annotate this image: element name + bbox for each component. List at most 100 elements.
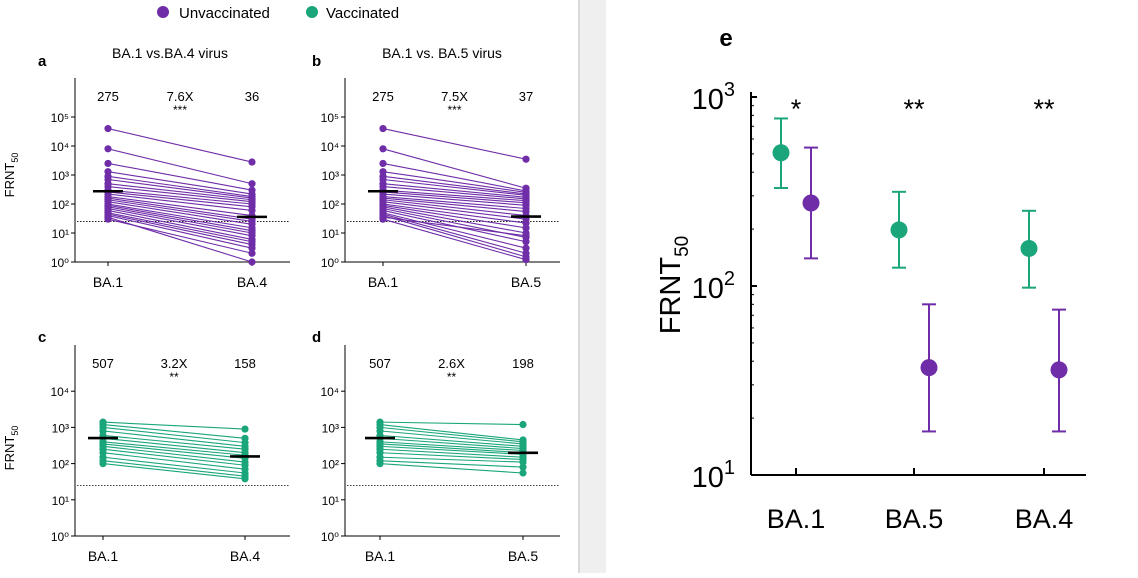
- paired-line: [107, 185, 253, 203]
- data-point: [248, 249, 256, 257]
- paired-line: [107, 178, 253, 199]
- paired-line: [107, 201, 253, 225]
- y-tick-label: 102: [692, 268, 735, 305]
- paired-line: [107, 189, 253, 205]
- data-point: [241, 425, 249, 433]
- data-point: [104, 124, 112, 133]
- paired-line: [382, 204, 527, 229]
- median-label: 507: [92, 356, 114, 371]
- panel-c: c 10⁰ 10¹ 10² 10³ 10⁴ FRNT50 BA.1 BA.4 507 158 3.2X…: [2, 329, 290, 564]
- paired-line: [107, 162, 253, 191]
- data-point: [519, 469, 527, 477]
- paired-line: [107, 183, 253, 201]
- y-tick-label: 10²: [322, 458, 339, 472]
- y-axis-label: FRNT50: [2, 153, 20, 198]
- paired-line: [379, 456, 524, 463]
- paired-line: [107, 207, 253, 237]
- paired-line: [107, 215, 253, 249]
- paired-line: [107, 199, 253, 223]
- panel-letter-e: e: [719, 25, 732, 52]
- paired-line: [102, 443, 246, 459]
- median-label: 36: [245, 89, 259, 104]
- legend-label-unvaccinated: Unvaccinated: [179, 5, 270, 22]
- paired-line: [102, 441, 246, 456]
- panel-e: e 101 102 103 FRNT50 BA.1 * BA.5 ** BA.4 **: [655, 25, 1086, 534]
- y-tick-label: 10⁰: [51, 530, 69, 544]
- y-tick-label: 10⁴: [50, 140, 69, 154]
- paired-line: [102, 452, 246, 470]
- data-point: [104, 213, 112, 221]
- paired-line: [107, 213, 253, 246]
- y-axis-label: FRNT50: [2, 426, 20, 471]
- median-label: 198: [512, 356, 534, 371]
- figure-divider: [580, 0, 606, 573]
- paired-line: [107, 171, 253, 195]
- paired-line: [382, 218, 527, 261]
- fold-change-label: 7.6X: [167, 89, 194, 104]
- paired-line: [379, 445, 524, 455]
- paired-line: [382, 201, 527, 220]
- paired-line: [107, 206, 253, 234]
- x-tick-label-ba5: BA.5: [511, 274, 542, 290]
- median-label: 275: [97, 89, 119, 104]
- y-tick-label: 101: [692, 457, 735, 494]
- x-tick-label-ba4: BA.4: [230, 548, 261, 564]
- right-figure-panel: e 101 102 103 FRNT50 BA.1 * BA.5 ** BA.4 **: [606, 0, 1138, 573]
- x-tick-label-ba1: BA.1: [88, 548, 119, 564]
- significance-label: ***: [447, 103, 461, 117]
- data-point: [379, 145, 387, 153]
- data-point: [519, 463, 527, 471]
- significance-label: *: [791, 94, 802, 124]
- median-label: 275: [372, 89, 394, 104]
- y-tick-label: 10¹: [322, 227, 339, 241]
- paired-line: [382, 197, 527, 213]
- median-label: 37: [519, 89, 533, 104]
- paired-line: [382, 216, 527, 237]
- data-point: [248, 244, 256, 252]
- paired-line: [102, 437, 246, 454]
- paired-line: [107, 193, 253, 211]
- paired-line: [382, 199, 527, 217]
- y-tick-label: 103: [692, 79, 735, 116]
- paired-line: [102, 434, 246, 450]
- y-tick-label: 10⁰: [51, 256, 69, 270]
- paired-line: [379, 434, 524, 447]
- data-point: [104, 159, 112, 168]
- data-point: [522, 155, 530, 163]
- mean-marker-unvaccinated: [1050, 361, 1068, 379]
- paired-line: [107, 197, 253, 220]
- mean-marker-vaccinated: [890, 221, 908, 239]
- paired-line: [107, 212, 253, 243]
- paired-line: [107, 209, 253, 240]
- data-point: [522, 238, 530, 246]
- data-point: [241, 475, 249, 483]
- data-point: [522, 256, 530, 264]
- y-tick-label: 10⁵: [321, 111, 339, 125]
- y-tick-label: 10²: [52, 198, 69, 212]
- data-point: [379, 124, 387, 133]
- y-tick-label: 10¹: [52, 227, 69, 241]
- data-point: [519, 458, 527, 466]
- paired-line: [379, 463, 524, 474]
- x-tick-label-ba5: BA.5: [885, 504, 944, 534]
- x-tick-label-ba1: BA.1: [93, 274, 124, 290]
- y-tick-label: 10⁰: [321, 256, 339, 270]
- paired-line: [102, 448, 246, 466]
- paired-line: [107, 196, 253, 217]
- data-point: [248, 206, 256, 215]
- paired-line: [382, 189, 527, 202]
- left-figure-panel: Unvaccinated Vaccinated a BA.1 vs.BA.4 viru…: [0, 0, 580, 573]
- significance-label: **: [1033, 94, 1055, 124]
- paired-line: [102, 426, 246, 444]
- data-point: [519, 420, 527, 429]
- right-figure-svg: e 101 102 103 FRNT50 BA.1 * BA.5 ** BA.4 **: [655, 25, 1086, 534]
- y-tick-label: 10³: [52, 169, 69, 183]
- data-point: [522, 232, 530, 240]
- paired-line: [382, 128, 527, 160]
- data-point: [99, 460, 107, 468]
- paired-line: [102, 430, 246, 447]
- paired-line: [382, 215, 527, 258]
- paired-line: [107, 216, 253, 263]
- x-tick-label-ba5: BA.5: [508, 548, 539, 564]
- left-figure-svg: Unvaccinated Vaccinated a BA.1 vs.BA.4 viru…: [2, 5, 560, 564]
